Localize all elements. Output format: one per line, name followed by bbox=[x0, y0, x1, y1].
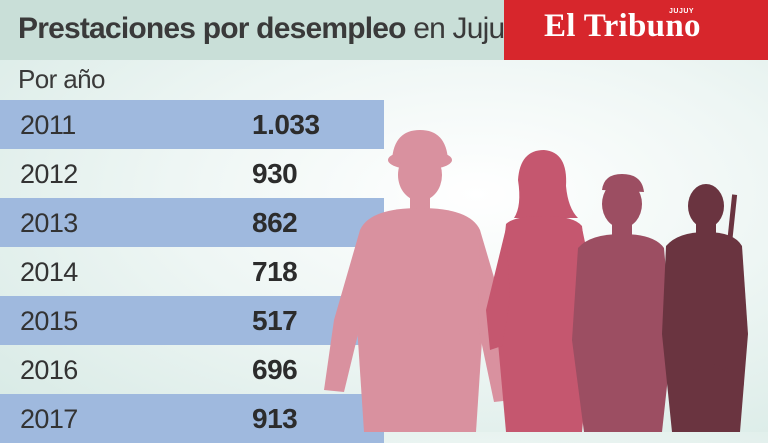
value-label: 696 bbox=[252, 354, 298, 385]
table-row: 2011 1.033 bbox=[0, 100, 384, 149]
table-row: 2015 517 bbox=[0, 296, 384, 345]
table-row: 2012 930 bbox=[0, 149, 384, 198]
brand-logo: El Tribuno JUJUY bbox=[504, 0, 768, 60]
table-row: 2013 862 bbox=[0, 198, 384, 247]
year-label: 2016 bbox=[20, 355, 78, 385]
value-label: 913 bbox=[252, 403, 298, 434]
year-label: 2013 bbox=[20, 208, 78, 238]
table-row: 2014 718 bbox=[0, 247, 384, 296]
value-label: 517 bbox=[252, 305, 298, 336]
worker-silhouette bbox=[324, 130, 512, 432]
year-label: 2017 bbox=[20, 404, 78, 434]
brand-region: JUJUY bbox=[669, 8, 695, 15]
woman-silhouette bbox=[486, 150, 600, 432]
workers-silhouettes-illustration bbox=[324, 130, 748, 432]
value-label: 862 bbox=[252, 207, 298, 238]
title-regular: en Jujuy bbox=[413, 12, 519, 45]
brand-name: El Tribuno bbox=[544, 8, 701, 44]
value-label: 718 bbox=[252, 256, 298, 287]
chart-subtitle: Por año bbox=[18, 64, 105, 94]
year-label: 2014 bbox=[20, 257, 78, 287]
value-label: 1.033 bbox=[252, 109, 320, 140]
value-label: 930 bbox=[252, 158, 298, 189]
title-bold: Prestaciones por desempleo bbox=[18, 12, 406, 45]
year-label: 2012 bbox=[20, 159, 78, 189]
year-label: 2015 bbox=[20, 306, 78, 336]
chart-title: Prestaciones por desempleo en Jujuy bbox=[18, 12, 519, 46]
janitor-silhouette bbox=[662, 184, 748, 432]
title-band: Prestaciones por desempleo en Jujuy bbox=[0, 0, 519, 60]
man-silhouette bbox=[572, 174, 672, 432]
year-label: 2011 bbox=[20, 110, 76, 140]
table-row: 2016 696 bbox=[0, 345, 384, 394]
data-table: 2011 1.033 2012 930 2013 862 2014 718 2015 517 201… bbox=[0, 100, 384, 443]
